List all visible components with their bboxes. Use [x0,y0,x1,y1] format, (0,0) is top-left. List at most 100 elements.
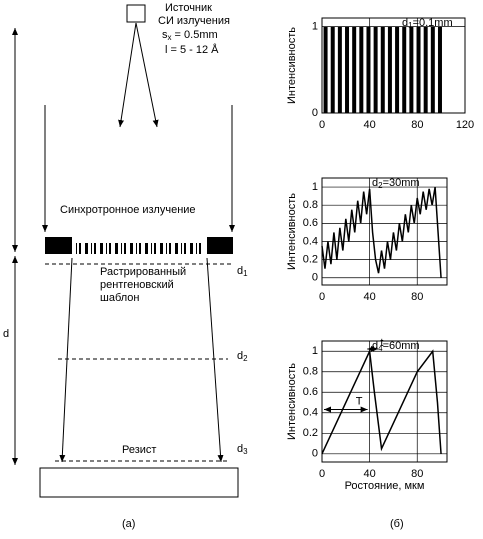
annotation: T [356,395,363,407]
bar [387,26,392,113]
mask-stripe [100,243,103,254]
title-part: =0.1mm [413,17,453,29]
title-part: d [402,17,408,29]
mask-stripe [136,243,137,254]
bar [359,26,364,113]
mask-stripe [79,243,81,254]
mask-stripe [151,243,152,254]
y-tick-label: 0 [312,448,318,460]
projection-line [59,257,73,463]
mask-label: шаблон [100,292,139,304]
distance-label: d [3,328,9,340]
mask-stripe [139,243,141,254]
line [321,186,442,278]
resist-label: Резист [122,444,156,456]
x-tick-label: 0 [319,291,325,303]
y-tick-label: 0.2 [303,254,318,266]
y-tick-label: 0.4 [303,407,318,419]
bar [409,26,414,113]
bar [437,26,442,113]
mask-stripe [106,243,107,254]
bar [330,26,335,113]
source-label: СИ излучения [158,15,230,27]
mask-stripe [175,243,178,254]
y-tick-label: 0.4 [303,235,318,247]
bar [373,26,378,113]
x-tick-label: 120 [456,119,474,131]
x-tick-label: 0 [319,468,325,480]
d-label: d2 [237,350,248,363]
title-part: 2 [378,181,383,190]
mask-stripe [190,243,193,254]
title-part: 1 [408,21,413,30]
bar [323,26,328,113]
y-tick-label: 0.8 [303,199,318,211]
source-size: sx = 0.5mm [162,29,218,42]
y-axis-label: Интенсивность [286,193,298,270]
mask-stripe [76,243,77,254]
chart-title: d2=30mm [372,177,420,190]
mask-stripe [130,243,133,254]
y-tick-label: 1 [312,345,318,357]
y-tick-label: 0.6 [303,386,318,398]
mask-pattern [76,243,201,254]
projection-line [206,257,224,463]
mask-stripe [115,243,118,254]
y-tick-label: 1 [312,181,318,193]
title-part: =60mm [383,340,420,352]
bar [352,26,357,113]
y-tick-label: 1 [312,21,318,33]
wavelength: l = 5 - 12 Å [165,43,219,56]
annotation: t [380,337,383,349]
y-tick-label: 0.2 [303,427,318,439]
title-part: 4 [378,344,383,353]
mask-stripe [166,243,167,254]
bar [345,26,350,113]
mask-stripe [109,243,111,254]
caption: (б) [390,518,404,530]
mask-stripe [121,243,122,254]
bar [416,26,421,113]
x-tick-label: 0 [319,119,325,131]
mask-stripe [199,243,201,254]
y-tick-label: 0.8 [303,366,318,378]
source-box [126,4,146,23]
y-tick-label: 0 [312,272,318,284]
mask-frame [207,237,233,254]
mask-stripe [160,243,163,254]
x-tick-label: 40 [363,291,375,303]
x-axis-label: Ростояние, мкм [345,480,425,492]
y-tick-label: 0 [312,107,318,119]
mask-stripe [184,243,186,254]
bar [366,26,371,113]
mask-stripe [181,243,182,254]
mask-stripe [145,243,148,254]
bar [402,26,407,113]
mask-frame [45,237,72,254]
bar [395,26,400,113]
bar [337,26,342,113]
mask-label: рентгеновский [100,279,174,291]
bar [430,26,435,113]
mask-stripe [124,243,126,254]
title-part: =30mm [383,177,420,189]
y-axis-label: Интенсивность [286,27,298,104]
x-tick-label: 80 [411,119,423,131]
x-tick-label: 40 [364,119,376,131]
title-part: d [372,177,378,189]
mask-stripe [169,243,171,254]
source-label: Источник [165,2,212,14]
title-part: d [372,340,378,352]
d-label: d3 [237,443,248,456]
caption: (а) [122,518,135,530]
line [321,348,442,455]
mask-stripe [94,243,96,254]
d-label: d1 [237,265,248,278]
y-axis-label: Интенсивность [286,363,298,440]
radiation-label: Синхротронное излучение [60,204,196,216]
resist-block [39,467,239,498]
mask-stripe [91,243,92,254]
mask-stripe [85,243,88,254]
bar [380,26,385,113]
